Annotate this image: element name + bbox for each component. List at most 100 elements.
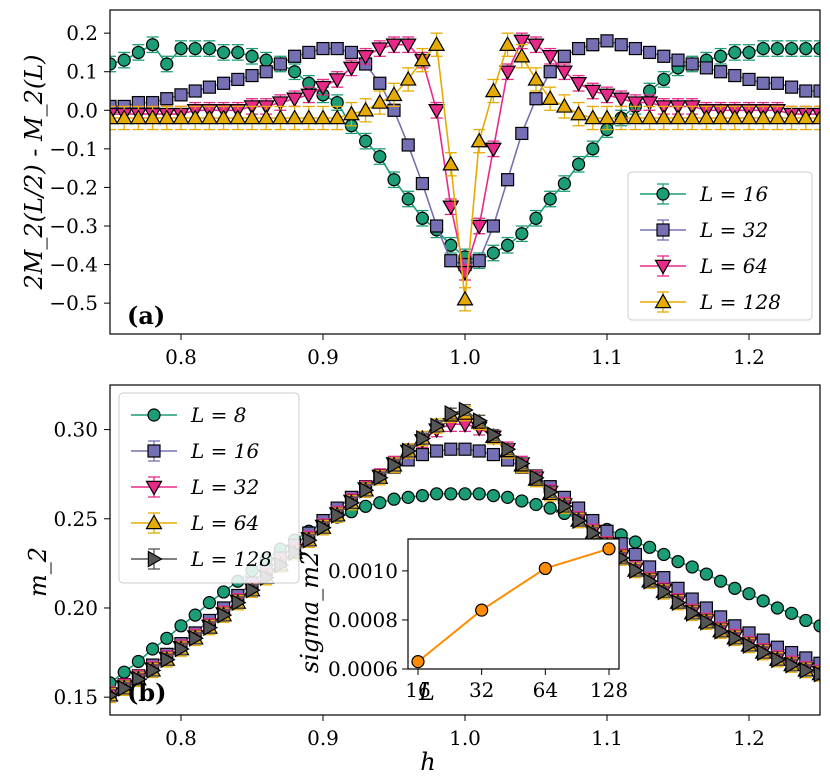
data-point [671,594,687,612]
data-point [243,109,261,125]
data-point [430,219,444,233]
data-point [499,36,517,51]
inset-x-tick-label: 64 [533,678,558,702]
data-point [458,442,472,456]
data-point [742,636,758,654]
data-point [572,512,588,530]
y-tick-label: 0.2 [66,21,98,45]
data-point [555,97,573,113]
data-point [768,109,786,125]
panel-b-legend: L = 8 L = 16 L = 32 L = 64 L = 128 [118,392,300,584]
data-point [472,254,486,268]
data-point [259,53,273,67]
data-point [671,554,685,569]
data-point [416,429,432,448]
data-point [754,109,772,125]
data-point [643,572,659,590]
data-point [373,496,387,510]
data-point [501,173,515,187]
data-point [302,45,316,60]
inset-chart: 16 32 64 128 0.0010 0.0008 0.0006 sigma_m2 L [296,538,628,706]
data-point [428,104,446,119]
data-point [699,61,714,75]
data-point [811,109,820,125]
data-point [726,109,744,125]
data-point [472,444,486,458]
data-point [657,547,671,562]
data-point [557,176,572,191]
data-point [444,442,458,456]
data-point [458,487,472,501]
data-point [200,109,218,125]
data-point [401,192,415,206]
data-point [657,49,671,63]
data-point [713,610,728,624]
data-point [456,290,474,306]
inset-y-tick-label: 0.0008 [328,608,398,632]
x-tick-label: 0.8 [165,726,197,750]
panel-b-ylabel: m_2 [24,547,52,597]
data-point [330,506,346,524]
data-point [669,109,687,125]
y-tick-label: 0.25 [53,507,98,531]
data-point [188,41,202,56]
data-point [371,93,389,109]
data-point [700,613,716,631]
data-point [784,606,799,620]
y-tick-label: 0.15 [53,685,98,709]
data-point [245,581,261,599]
data-point [543,501,557,515]
data-point [628,41,643,56]
legend-label: L = 128 [190,547,272,571]
data-point [728,68,742,83]
data-point [456,266,474,281]
data-point [188,629,204,647]
data-point [428,36,446,51]
data-point [728,581,742,595]
inset-x-tick-label: 128 [590,678,628,702]
data-point [584,84,602,100]
data-point [486,246,500,260]
data-point [756,644,772,662]
data-point [160,651,176,669]
data-point [799,84,813,98]
inset-point [602,542,616,556]
x-tick-label: 1.2 [733,726,765,750]
inset-point [538,561,552,576]
data-point [217,585,231,599]
data-point [486,488,500,503]
data-point [401,442,417,460]
data-point [202,596,216,610]
data-point [442,155,460,171]
data-point [387,492,401,506]
data-point [117,679,133,697]
data-point [685,57,699,71]
legend-label: L = 64 [699,254,768,278]
data-point [231,594,247,612]
plot-area [110,401,820,704]
data-point [273,57,287,71]
plot-area [110,32,820,312]
legend-label: L = 128 [699,290,781,314]
data-point [813,665,820,683]
data-point [413,51,431,67]
inset-y-tick-label: 0.0006 [328,657,398,681]
y-tick-label: −0.3 [49,214,98,238]
panel-b-marks [110,401,820,704]
data-point [742,587,756,601]
data-point [486,219,500,233]
series-L128 [110,32,820,312]
data-point [629,561,645,580]
data-point [345,494,361,512]
data-point [626,96,644,112]
data-point [430,487,444,501]
data-point [484,82,502,98]
y-tick-label: −0.1 [49,137,98,161]
data-point [813,84,820,98]
data-point [529,211,543,225]
x-tick-label: 0.9 [307,726,339,750]
data-point [642,540,657,554]
data-point [146,38,160,52]
data-point [527,38,545,54]
